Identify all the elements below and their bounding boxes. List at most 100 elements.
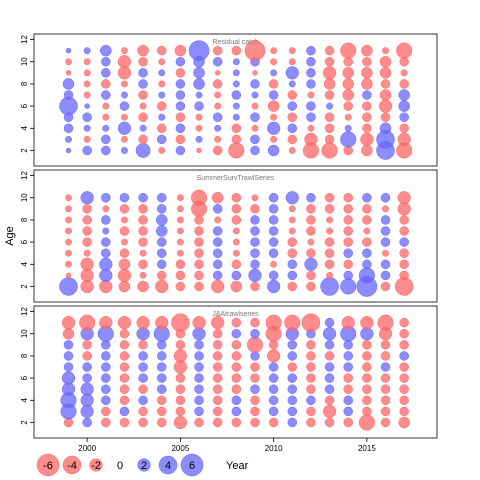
bubble <box>83 47 91 55</box>
bubble <box>268 226 279 236</box>
bubble <box>138 56 148 67</box>
y-tick-label: 4 <box>20 126 29 131</box>
bubble <box>306 101 316 111</box>
bubble <box>288 227 296 235</box>
bubble <box>230 280 243 293</box>
bubble <box>212 395 223 406</box>
bubble <box>399 248 409 258</box>
bubble <box>65 238 72 246</box>
bubble <box>380 79 391 89</box>
bubble <box>212 406 223 417</box>
bubble <box>175 56 186 67</box>
bubble <box>324 384 335 394</box>
bubble <box>65 216 72 224</box>
bubble <box>250 317 260 328</box>
bubble <box>231 406 242 417</box>
bubble <box>138 395 148 406</box>
bubble <box>65 58 72 66</box>
y-tick-label: 4 <box>20 398 29 403</box>
y-tick-label: 12 <box>20 307 29 316</box>
bubble <box>119 384 130 394</box>
bubble <box>267 144 280 157</box>
bubble <box>195 113 203 121</box>
bubble <box>251 102 259 110</box>
bubble <box>324 90 335 100</box>
bubble <box>121 47 128 55</box>
bubble <box>212 351 223 361</box>
bubble <box>65 70 72 76</box>
bubble <box>194 248 204 258</box>
bubble <box>287 248 298 258</box>
y-tick-label: 12 <box>20 35 29 44</box>
bubble <box>343 384 353 394</box>
bubble <box>306 373 316 383</box>
bubble <box>304 257 318 271</box>
bubble <box>61 316 76 330</box>
bubble <box>399 395 409 406</box>
bubble <box>119 406 130 417</box>
bubble <box>176 249 184 257</box>
bubble <box>82 373 92 383</box>
bubble <box>175 259 186 270</box>
bubble <box>342 89 354 101</box>
bubble <box>156 270 167 281</box>
bubble <box>212 362 223 372</box>
bubble <box>399 112 409 122</box>
bubble <box>119 373 130 383</box>
bubble <box>194 395 204 406</box>
bubble <box>324 123 335 134</box>
bubble <box>212 248 223 258</box>
bubble <box>175 90 186 100</box>
bubble <box>324 112 335 122</box>
bubble <box>101 215 111 225</box>
y-tick-label: 10 <box>20 193 29 202</box>
bubble <box>324 417 335 428</box>
bubble <box>231 204 242 214</box>
y-tick-label: 2 <box>20 420 29 425</box>
bubble <box>99 257 113 271</box>
bubble <box>250 226 260 236</box>
bubble <box>214 216 222 224</box>
bubble <box>306 192 316 203</box>
bubble <box>101 351 111 361</box>
bubble <box>399 384 409 394</box>
bubble <box>119 204 130 214</box>
bubble <box>138 112 148 122</box>
bubble <box>231 340 242 350</box>
bubble <box>360 316 374 330</box>
panel-frame <box>33 33 438 167</box>
bubble <box>195 124 203 132</box>
bubble <box>343 237 353 247</box>
legend-label: -2 <box>91 460 101 472</box>
bubble <box>193 67 205 79</box>
bubble <box>65 227 72 235</box>
bubble <box>231 317 242 328</box>
bubble <box>155 214 168 226</box>
bubble <box>379 89 392 101</box>
bubble <box>322 66 337 80</box>
bubble <box>212 45 223 56</box>
bubble <box>138 192 148 203</box>
bubble <box>287 123 298 134</box>
bubble <box>322 327 337 341</box>
bubble <box>82 417 92 428</box>
bubble <box>194 237 204 247</box>
bubble <box>156 45 167 56</box>
bubble <box>250 259 260 270</box>
bubble <box>117 121 132 135</box>
bubble <box>176 227 184 235</box>
bubble <box>80 393 94 407</box>
bubble <box>101 362 111 372</box>
bubble <box>188 40 210 61</box>
bubble <box>158 147 166 154</box>
bubble <box>82 215 92 225</box>
bubble <box>194 226 204 236</box>
bubble <box>212 340 223 350</box>
bubble <box>306 351 316 361</box>
bubble <box>306 270 316 281</box>
bubble <box>232 69 240 77</box>
bubble <box>121 135 128 143</box>
bubble <box>306 45 316 56</box>
bubble <box>194 351 204 361</box>
bubble <box>307 91 315 99</box>
